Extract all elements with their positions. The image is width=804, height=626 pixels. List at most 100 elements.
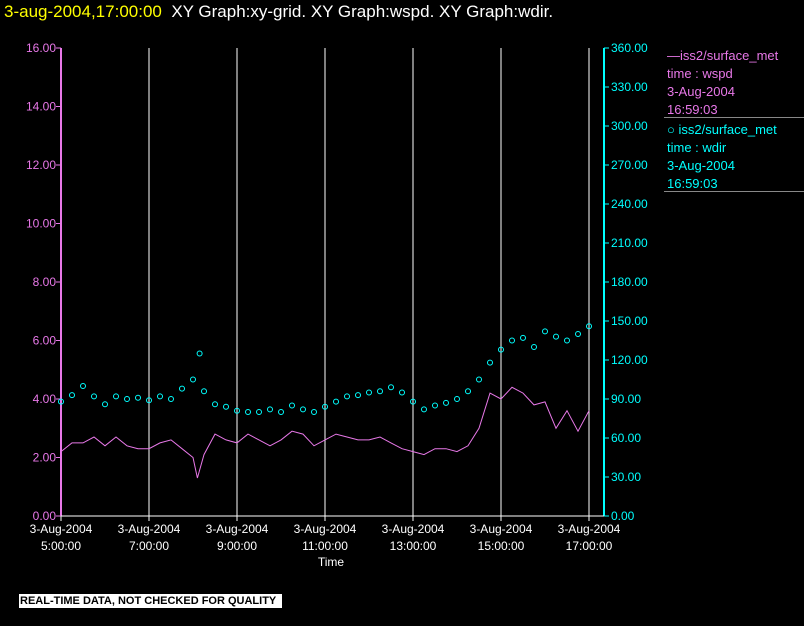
- y-right-tick-label: 240.00: [611, 197, 648, 211]
- legend-divider: [664, 117, 804, 118]
- wdir-point: [542, 328, 548, 335]
- x-tick-label-time: 13:00:00: [390, 539, 437, 553]
- y-right-tick-label: 360.00: [611, 41, 648, 55]
- y-left-tick-label: 12.00: [26, 158, 56, 172]
- wdir-point: [146, 397, 152, 404]
- x-tick-label-date: 3-Aug-2004: [294, 522, 357, 536]
- wdir-point: [58, 398, 64, 405]
- wdir-point: [388, 384, 394, 391]
- wdir-point: [102, 401, 108, 408]
- y-left-tick-label: 2.00: [33, 451, 57, 465]
- x-tick-label-date: 3-Aug-2004: [30, 522, 93, 536]
- wdir-point: [377, 388, 383, 395]
- wdir-point: [443, 399, 449, 406]
- y-right-tick-label: 120.00: [611, 353, 648, 367]
- title-graphs: XY Graph:xy-grid. XY Graph:wspd. XY Grap…: [171, 2, 554, 21]
- wdir-point: [509, 337, 515, 344]
- wdir-point: [311, 409, 317, 415]
- wdir-point: [91, 393, 97, 400]
- legend-wdir-source: ○ iss2/surface_met: [667, 122, 777, 137]
- wdir-point: [476, 376, 482, 383]
- wdir-point: [168, 396, 174, 402]
- y-right-tick-label: 210.00: [611, 236, 648, 250]
- wspd-line: [60, 386, 590, 479]
- y-right-tick-label: 60.00: [611, 431, 641, 445]
- wdir-point: [520, 334, 526, 341]
- wdir-point: [487, 359, 493, 366]
- wdir-point: [531, 344, 537, 350]
- x-axis-label: Time: [318, 555, 345, 569]
- y-right-tick-label: 300.00: [611, 119, 648, 133]
- y-left-tick-label: 4.00: [33, 392, 57, 406]
- quality-notice: REAL-TIME DATA, NOT CHECKED FOR QUALITY: [19, 594, 283, 608]
- y-right-tick-label: 270.00: [611, 158, 648, 172]
- y-left-tick-label: 10.00: [26, 217, 56, 231]
- x-tick-label-time: 9:00:00: [217, 539, 257, 553]
- series-wdir: [58, 323, 592, 415]
- wdir-point: [69, 392, 75, 399]
- wdir-point: [498, 346, 504, 353]
- wdir-point: [179, 385, 185, 392]
- x-tick-label-date: 3-Aug-2004: [470, 522, 533, 536]
- wdir-point: [465, 388, 471, 395]
- x-tick-label-time: 5:00:00: [41, 539, 81, 553]
- x-tick-label-date: 3-Aug-2004: [382, 522, 445, 536]
- circle-marker-icon: ○: [667, 122, 675, 137]
- legend-wspd-var: time : wspd: [667, 66, 733, 81]
- wdir-point: [322, 403, 328, 410]
- wdir-point: [135, 394, 141, 401]
- wdir-point: [586, 323, 592, 330]
- wdir-point: [278, 409, 284, 415]
- y-left-tick-label: 6.00: [33, 334, 57, 348]
- y-right-tick-label: 0.00: [611, 509, 635, 523]
- legend-wdir-var: time : wdir: [667, 140, 727, 155]
- y-right-tick-label: 90.00: [611, 392, 641, 406]
- y-right-tick-label: 30.00: [611, 470, 641, 484]
- wdir-point: [432, 402, 438, 409]
- wdir-point: [454, 396, 460, 402]
- legend-entry-wspd: —iss2/surface_met time : wspd 3-Aug-2004…: [667, 47, 778, 119]
- wdir-point: [245, 409, 251, 415]
- wdir-point: [575, 331, 581, 337]
- y-right-tick-label: 150.00: [611, 314, 648, 328]
- y-right-tick-label: 180.00: [611, 275, 648, 289]
- wdir-point: [196, 350, 203, 357]
- x-tick-label-time: 15:00:00: [478, 539, 525, 553]
- x-tick-labels: 3-Aug-2004 5:00:00 3-Aug-2004 7:00:00 3-Aug-…: [30, 516, 621, 553]
- wdir-point: [355, 392, 361, 399]
- wdir-point: [421, 406, 427, 413]
- wdir-point: [289, 402, 295, 409]
- wdir-point: [190, 376, 196, 383]
- x-tick-label-date: 3-Aug-2004: [558, 522, 621, 536]
- wdir-point: [267, 406, 273, 413]
- grid-lines: [148, 48, 590, 516]
- wdir-point: [399, 389, 405, 396]
- x-tick-label-time: 17:00:00: [566, 539, 613, 553]
- wdir-point: [201, 388, 207, 395]
- wdir-point: [234, 407, 240, 414]
- legend-divider: [664, 191, 804, 192]
- wdir-point: [564, 337, 570, 344]
- wdir-point: [223, 403, 229, 410]
- chart-title: 3-aug-2004,17:00:00 XY Graph:xy-grid. XY…: [4, 2, 553, 22]
- wdir-point: [80, 383, 86, 389]
- x-tick-label-date: 3-Aug-2004: [206, 522, 269, 536]
- y-left-tick-label: 16.00: [26, 41, 56, 55]
- wdir-point: [113, 393, 119, 400]
- y-tick-labels: 0.00 2.00 4.00 6.00 8.00 10.00 12.00 14.00 16.00…: [26, 41, 648, 523]
- legend-wdir-date: 3-Aug-2004: [667, 158, 735, 173]
- legend-wspd-source: —iss2/surface_met: [667, 48, 779, 63]
- wdir-point: [124, 396, 130, 402]
- wdir-point: [410, 398, 416, 405]
- wdir-point: [256, 409, 262, 415]
- x-tick-label-time: 7:00:00: [129, 539, 169, 553]
- axes: [60, 48, 605, 517]
- y-left-tick-label: 14.00: [26, 100, 56, 114]
- wdir-point: [300, 406, 306, 413]
- wdir-point: [157, 393, 163, 400]
- title-timestamp: 3-aug-2004,17:00:00: [4, 2, 162, 21]
- wdir-point: [553, 333, 559, 340]
- y-left-tick-label: 8.00: [33, 275, 57, 289]
- legend-wspd-time: 16:59:03: [667, 102, 718, 117]
